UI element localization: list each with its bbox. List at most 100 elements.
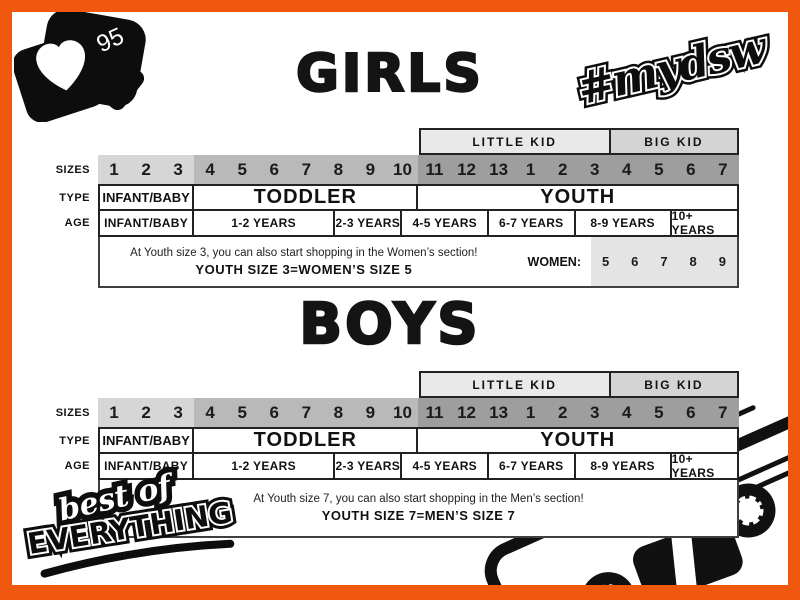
sizes-row: 1 2 3 4 5 6 7 8 9 10 11 12 13 1 2 3 4 5 6 7 [98,398,739,427]
type-cell: TODDLER [194,427,419,454]
size-cell: 3 [578,398,611,427]
size-cell: 4 [194,155,227,184]
size-cell: 12 [450,398,483,427]
age-row: INFANT/BABY 1-2 YEARS 2-3 YEARS 4-5 YEARS 6-… [98,209,739,237]
women-sizes-band: 5 6 7 8 9 [591,237,737,286]
size-cell: 11 [418,398,451,427]
size-cell: 7 [290,155,323,184]
mydsw-logo: #mydsw #mydsw #mydsw [568,18,784,133]
note-line-1: At Youth size 3, you can also start shop… [130,246,478,259]
size-cell: 12 [450,155,483,184]
size-cell: 3 [162,398,195,427]
kid-group-big-kid: BIG KID [610,128,739,155]
size-cell: 7 [706,155,739,184]
size-cell: 10 [386,398,419,427]
size-cell: 9 [354,398,387,427]
size-cell: 13 [482,398,515,427]
note-line-2: YOUTH SIZE 3=WOMEN’S SIZE 5 [195,261,413,277]
age-cell: 2-3 YEARS [335,209,403,237]
age-cell: INFANT/BABY [98,209,195,237]
type-cell: YOUTH [418,427,739,454]
heart-icon [36,40,85,91]
size-cell: 7 [290,398,323,427]
age-cell: 6-7 YEARS [488,209,576,237]
type-cell: YOUTH [418,184,739,211]
age-cell: 8-9 YEARS [575,452,672,480]
size-cell: 4 [610,398,643,427]
size-cell: 6 [258,155,291,184]
row-label-age: AGE [64,460,90,472]
size-cell: 3 [162,155,195,184]
girls-title: GIRLS [295,43,484,106]
type-row: INFANT/BABY TODDLER YOUTH [98,184,739,211]
like-count-sticker: 95 [14,12,146,122]
size-cell: 7 [706,398,739,427]
row-label-type: TYPE [59,434,90,447]
kid-group-row: LITTLE KID BIG KID [98,371,739,398]
age-cell: 4-5 YEARS [402,209,489,237]
kid-group-little-kid: LITTLE KID [418,371,611,398]
size-cell: 6 [674,155,707,184]
women-label: WOMEN: [527,254,581,269]
age-cell: 6-7 YEARS [488,452,576,480]
kid-group-big-kid: BIG KID [610,371,739,398]
size-cell: 5 [642,155,675,184]
note-text: At Youth size 7, you can also start shop… [100,480,737,536]
size-cell: 5 [226,398,259,427]
size-cell: 2 [546,398,579,427]
kid-group-row: LITTLE KID BIG KID [98,128,739,155]
type-cell: INFANT/BABY [98,184,195,211]
type-cell: INFANT/BABY [98,427,195,454]
note-line-2: YOUTH SIZE 7=MEN’S SIZE 7 [321,508,516,523]
size-cell: 3 [578,155,611,184]
row-label-sizes: SIZES [55,163,90,176]
boys-title: BOYS [298,291,481,359]
kid-group-spacer [98,128,419,155]
size-cell: 10 [386,155,419,184]
type-row: INFANT/BABY TODDLER YOUTH [98,427,739,454]
size-cell: 8 [322,155,355,184]
kid-group-little-kid: LITTLE KID [418,128,611,155]
women-size: 5 [601,254,610,269]
size-cell: 8 [322,398,355,427]
size-cell: 1 [98,398,131,427]
age-row: INFANT/BABY 1-2 YEARS 2-3 YEARS 4-5 YEARS 6-… [98,452,739,480]
size-cell: 6 [258,398,291,427]
size-cell: 4 [194,398,227,427]
note-text: At Youth size 3, you can also start shop… [100,237,508,286]
size-cell: 1 [514,398,547,427]
row-label-age: AGE [64,217,90,229]
size-cell: 6 [674,398,707,427]
age-cell: 1-2 YEARS [194,452,336,480]
age-cell: 4-5 YEARS [402,452,489,480]
best-of-everything-graphic: best of best of EVERYTHING EVERYTHING EV… [20,461,252,586]
note-line-1: At Youth size 7, you can also start shop… [253,493,584,505]
size-cell: 1 [514,155,547,184]
women-size: 7 [660,254,668,269]
size-cell: 2 [130,155,163,184]
row-label-type: TYPE [59,191,90,204]
size-cell: 5 [642,398,675,427]
row-label-sizes: SIZES [55,406,90,419]
age-cell: 1-2 YEARS [194,209,336,237]
women-size: 6 [631,254,639,269]
age-cell: 10+ YEARS [671,452,739,480]
age-cell: 2-3 YEARS [335,452,403,480]
age-cell: 10+ YEARS [671,209,739,237]
size-cell: 1 [98,155,131,184]
underline-swoosh [40,539,235,578]
size-cell: 2 [546,155,579,184]
age-cell: 8-9 YEARS [575,209,672,237]
sizes-row: 1 2 3 4 5 6 7 8 9 10 11 12 13 1 2 3 4 5 6 7 [98,155,739,184]
women-size: 9 [718,254,726,269]
size-cell: 2 [130,398,163,427]
size-cell: 5 [226,155,259,184]
kid-group-spacer [98,371,419,398]
type-cell: TODDLER [194,184,419,211]
girls-note-box: At Youth size 3, you can also start shop… [98,235,739,288]
size-cell: 4 [610,155,643,184]
size-cell: 11 [418,155,451,184]
size-cell: 13 [482,155,515,184]
